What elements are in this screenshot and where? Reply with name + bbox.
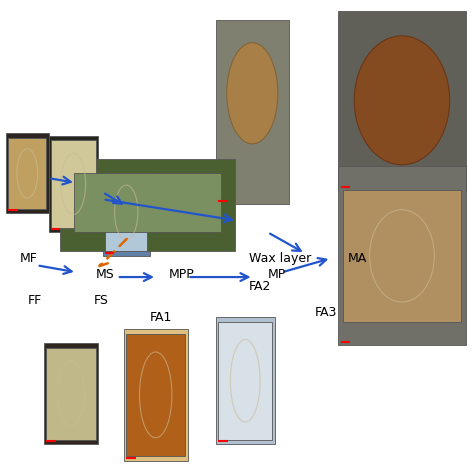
Bar (103, 169, 150, 256)
Text: MS: MS (96, 268, 114, 281)
Bar (124, 329, 188, 461)
Bar (51, 140, 96, 228)
Bar (216, 317, 275, 444)
Text: MF: MF (20, 252, 38, 264)
Text: MA: MA (348, 252, 367, 264)
Ellipse shape (227, 43, 278, 144)
Bar (60, 159, 235, 251)
Bar (216, 20, 289, 204)
Bar (48, 136, 98, 232)
Bar (338, 11, 465, 190)
Text: MP: MP (268, 268, 286, 281)
Text: Wax layer: Wax layer (249, 252, 311, 264)
Bar (6, 133, 48, 213)
Text: MPP: MPP (169, 268, 194, 281)
Bar (46, 348, 96, 439)
Text: FS: FS (93, 294, 108, 307)
Bar (44, 343, 98, 444)
Text: FA3: FA3 (315, 306, 337, 319)
Bar (9, 138, 46, 209)
Bar (218, 322, 273, 439)
Bar (126, 334, 185, 456)
Bar (343, 190, 461, 322)
Text: FA1: FA1 (150, 310, 172, 324)
Bar (105, 173, 147, 251)
Text: FA2: FA2 (249, 280, 271, 293)
Text: FF: FF (27, 294, 42, 307)
Ellipse shape (354, 36, 450, 165)
Bar (74, 173, 220, 232)
Bar (338, 166, 465, 346)
